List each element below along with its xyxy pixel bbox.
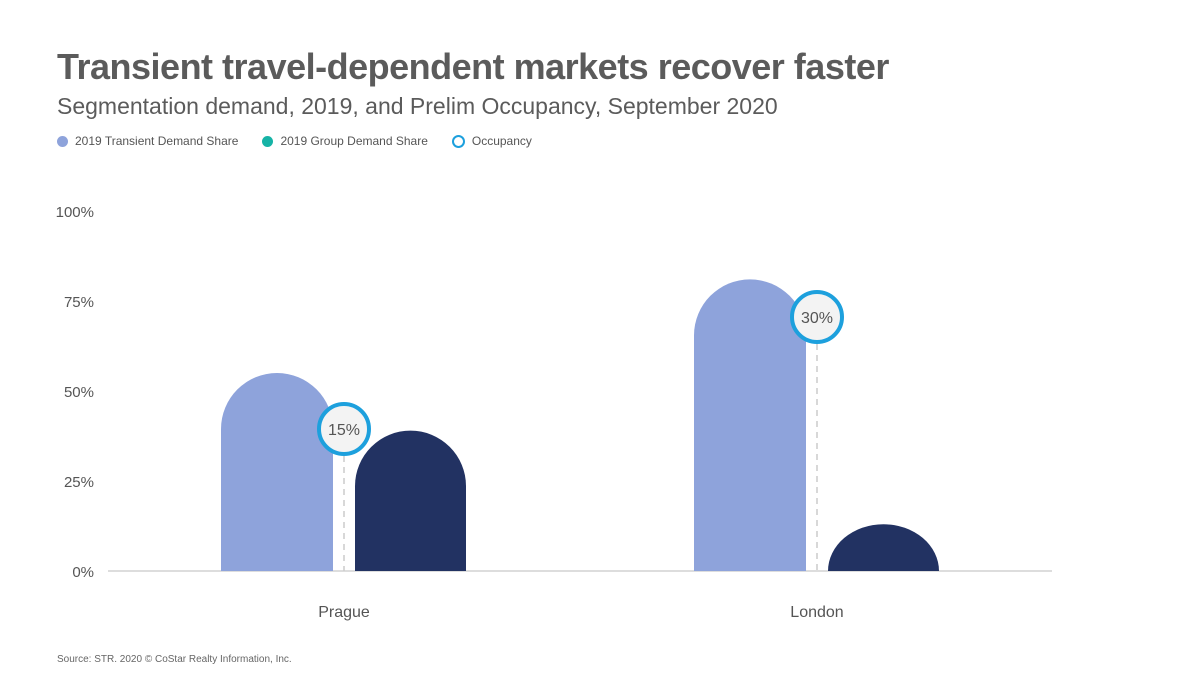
legend-label-group: 2019 Group Demand Share <box>280 134 428 148</box>
legend-item-occupancy: Occupancy <box>451 134 532 148</box>
bar-group-london <box>828 524 939 571</box>
y-tick-label: 0% <box>72 564 94 581</box>
y-tick-label: 100% <box>56 204 94 221</box>
legend-swatch-occupancy <box>451 134 465 148</box>
y-tick-label: 50% <box>64 384 94 401</box>
y-tick-label: 75% <box>64 294 94 311</box>
occupancy-data-label: 15% <box>328 422 360 439</box>
x-category-label: London <box>790 604 843 621</box>
bar-group-prague <box>355 430 466 571</box>
occupancy-marker <box>790 290 844 344</box>
occupancy-marker <box>317 402 371 456</box>
bar-transient-prague <box>221 373 333 571</box>
source-note: Source: STR. 2020 © CoStar Realty Inform… <box>57 654 292 665</box>
occupancy-data-label: 30% <box>801 310 833 327</box>
legend-label-occupancy: Occupancy <box>471 134 532 148</box>
legend-label-transient: 2019 Transient Demand Share <box>75 134 239 148</box>
legend-item-transient: 2019 Transient Demand Share <box>57 134 238 148</box>
legend-item-group: 2019 Group Demand Share <box>262 134 428 148</box>
chart-subtitle: Segmentation demand, 2019, and Prelim Oc… <box>57 93 778 119</box>
bar-transient-london <box>694 279 806 571</box>
y-tick-label: 25% <box>64 474 94 491</box>
legend-swatch-transient <box>57 135 68 147</box>
legend-swatch-group <box>262 135 274 147</box>
legend: 2019 Transient Demand Share 2019 Group D… <box>57 134 532 148</box>
x-category-label: Prague <box>318 604 370 621</box>
chart-title: Transient travel-dependent markets recov… <box>57 46 889 87</box>
